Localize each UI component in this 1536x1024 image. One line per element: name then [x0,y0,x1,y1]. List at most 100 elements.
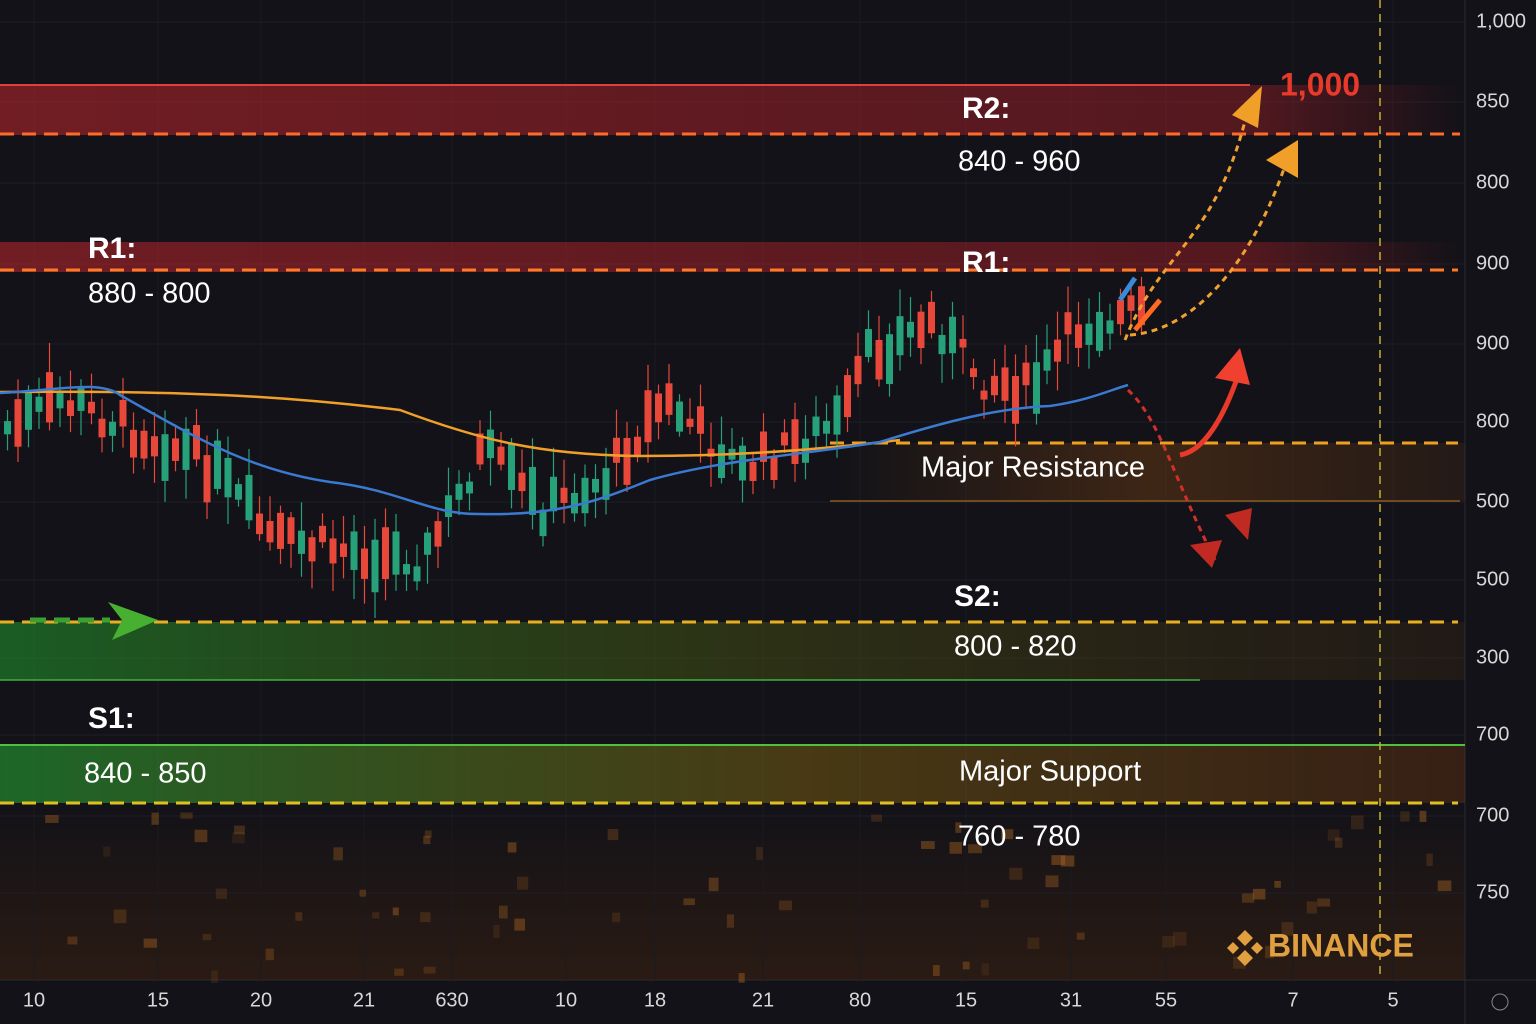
bokeh [1306,901,1317,914]
candle-body [1127,295,1135,311]
candle-body [560,487,568,503]
candle-body [938,334,946,355]
bokeh [493,924,500,938]
candle-body [634,436,641,456]
candle-body [1117,299,1124,325]
candle-body [539,509,547,537]
candle-body [193,425,200,460]
zones [0,0,1465,980]
candle-body [256,513,263,535]
y-tick-label: 300 [1476,646,1509,668]
bokeh [295,912,303,921]
bokeh [333,847,343,861]
bokeh [194,829,208,843]
candle-body [403,564,410,575]
bokeh [498,905,508,919]
candle-body [1054,339,1061,362]
x-tick-label: 7 [1287,989,1298,1011]
candle-body [644,390,652,443]
candle-body [980,390,988,400]
ma-short [0,383,1129,516]
zone-range: 840 - 960 [958,146,1081,178]
candle-body [886,334,893,385]
bokeh [1274,880,1281,888]
candle-body [875,339,883,380]
y-tick-label: 850 [1476,90,1509,112]
candle-body [298,530,305,554]
candle-body [1085,323,1093,345]
candle-body [266,521,274,543]
projection [1117,276,1138,302]
candle-body [655,393,662,423]
bokeh [756,846,763,860]
candle-body [371,539,379,593]
settings-icon[interactable] [1491,993,1509,1011]
bokeh [420,912,431,923]
candle-body [413,566,421,582]
resistance-band [830,443,1465,501]
zone-title: Major Support [959,756,1141,788]
candle-body [476,433,484,465]
bottom-glow [0,800,1465,980]
candle-body [623,437,631,485]
bokeh [1009,867,1023,880]
candle-body [35,396,43,412]
candle-body [949,316,956,354]
bokeh [1437,880,1452,892]
ma-long [0,390,901,458]
r2-band [0,85,1465,135]
candle-body [550,476,557,512]
x-tick-label: 18 [644,989,666,1011]
candle-body [896,316,904,356]
candle-body [592,478,599,493]
candle-body [529,466,536,515]
candle-body [1106,320,1114,334]
y-tick-label: 500 [1476,490,1509,512]
bokeh [180,812,193,819]
candle-body [434,521,442,547]
logo-shape [1237,950,1253,966]
candle-body [340,543,347,557]
bokeh [423,966,436,974]
bokeh [265,948,274,961]
bokeh [359,889,367,897]
candle-body [487,429,494,459]
zone-range: 800 - 820 [954,631,1077,663]
candle-body [182,428,190,470]
bokeh [1173,932,1187,946]
candle-body [518,472,526,492]
candle-body [245,474,253,521]
bokeh [726,914,735,928]
candle-body [928,301,935,334]
bokeh [1350,815,1364,830]
bokeh [1076,932,1085,940]
bokeh [962,961,970,970]
bokeh [45,814,59,823]
candle-body [613,437,620,463]
bokeh [1027,937,1040,949]
candle-body [812,416,820,437]
bokeh [1334,837,1343,848]
candle-body [1043,349,1051,371]
labels: R2: 840 - 960 R1: 880 - 800 R1: Major Re… [23,10,1526,1011]
candle-body [602,468,610,500]
y-tick-label: 800 [1476,410,1509,432]
y-tick-label: 500 [1476,568,1509,590]
y-tick-label: 700 [1476,804,1509,826]
bokeh [514,918,525,931]
bokeh [215,888,228,899]
x-tick-label: 15 [147,989,169,1011]
bokeh [955,822,962,833]
x-tick-label: 15 [955,989,977,1011]
bokeh [392,907,399,916]
candle-body [130,429,137,458]
s2-band [0,622,1465,680]
bokeh [113,909,127,924]
candle-body [760,431,767,462]
candle-body [98,418,106,438]
candle-body [235,484,242,500]
candle-body [392,531,400,575]
logo-shape [1251,942,1263,954]
brand: BINANCE [1268,927,1414,963]
bokeh [143,938,158,948]
